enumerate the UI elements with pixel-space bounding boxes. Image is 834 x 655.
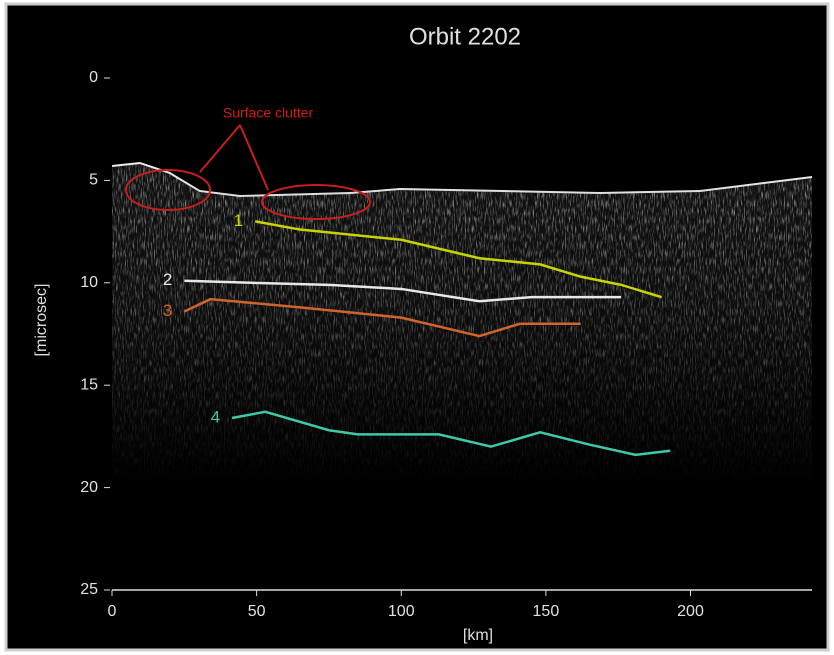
radargram-chart: Surface clutter Orbit 2202 [km] [microse… (0, 0, 834, 655)
y-tick-label: 10 (80, 274, 98, 291)
y-tick-label: 0 (89, 69, 98, 86)
x-axis-label: [km] (463, 627, 493, 644)
x-tick-label: 200 (677, 603, 704, 620)
x-tick-label: 50 (248, 603, 266, 620)
series-label: 4 (211, 407, 220, 426)
y-tick-label: 20 (80, 479, 98, 496)
radargram-texture (112, 155, 812, 485)
y-tick-label: 5 (89, 172, 98, 189)
series-label: 1 (234, 211, 243, 230)
chart-title: Orbit 2202 (409, 23, 521, 50)
y-tick-label: 25 (80, 581, 98, 598)
annotation: Surface clutter (223, 105, 314, 121)
x-tick-label: 150 (533, 603, 560, 620)
series-label: 3 (163, 301, 172, 320)
y-tick-label: 15 (80, 376, 98, 393)
x-tick-label: 100 (388, 603, 415, 620)
series-label: 2 (163, 270, 172, 289)
y-axis-label: [microsec] (33, 284, 50, 357)
x-tick-label: 0 (108, 603, 117, 620)
